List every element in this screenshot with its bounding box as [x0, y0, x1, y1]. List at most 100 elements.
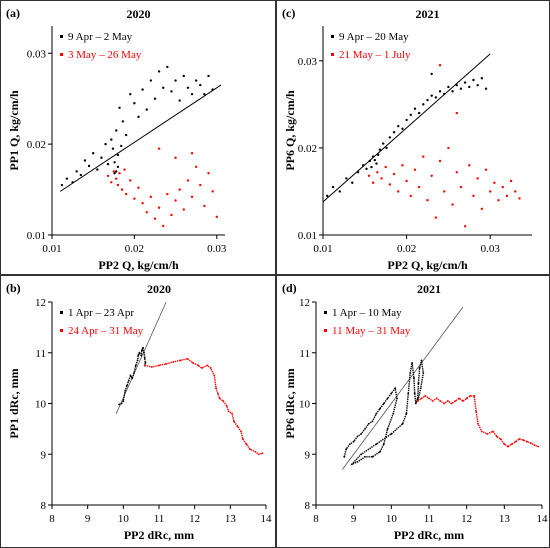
legend-label: 9 Apr – 20 May [339, 31, 409, 43]
data-point [120, 188, 124, 191]
data-point [227, 410, 230, 413]
data-point [115, 177, 118, 180]
data-point [116, 183, 120, 187]
data-point [510, 443, 513, 445]
data-point [435, 397, 438, 400]
legend-marker [60, 53, 63, 56]
data-point [392, 412, 395, 415]
data-point [390, 392, 393, 395]
data-point [236, 425, 239, 428]
data-point [451, 90, 454, 93]
data-point [104, 142, 107, 146]
data-point [382, 443, 385, 445]
y-tick-label: 11 [35, 348, 46, 360]
legend-label: 9 Apr – 2 May [68, 31, 133, 43]
data-point [424, 394, 427, 397]
data-point [537, 445, 540, 448]
data-point [222, 400, 225, 402]
data-point [134, 364, 137, 367]
data-point [469, 394, 472, 397]
data-point [254, 450, 257, 453]
chart-panel-2: 0.01 0.02 0.03 0.01 0.02 0.03 (c) 2021 PP2 Q, kg… [276, 0, 550, 275]
data-point [422, 155, 425, 158]
data-point [407, 392, 410, 395]
x-tick-label: 0.01 [313, 243, 332, 255]
legend-marker [331, 53, 334, 56]
panel-label: (b) [6, 281, 21, 295]
y-tick-label: 12 [299, 297, 310, 309]
data-point [218, 397, 221, 400]
data-point [166, 65, 169, 69]
data-point [462, 400, 464, 402]
data-point [113, 161, 116, 164]
data-point [459, 87, 463, 90]
data-point [162, 224, 165, 228]
data-point [113, 172, 116, 175]
data-point [371, 155, 375, 158]
data-point [91, 152, 95, 155]
data-point [140, 349, 143, 352]
data-point [215, 215, 218, 219]
data-point [225, 405, 228, 407]
data-point [136, 359, 139, 362]
x-tick-label: 9 [351, 513, 357, 525]
data-point [367, 422, 370, 425]
data-point [121, 120, 125, 123]
data-point [140, 354, 143, 357]
data-point [124, 389, 127, 392]
data-point [106, 162, 110, 166]
x-tick-label: 8 [49, 513, 55, 525]
y-tick-label: 12 [35, 297, 46, 309]
data-point [186, 86, 190, 89]
y-tick-label: 0.03 [27, 48, 47, 60]
data-point [409, 372, 412, 374]
legend-marker [331, 35, 334, 38]
x-tick-label: 0.02 [125, 243, 144, 255]
data-point [458, 397, 461, 400]
data-point [475, 410, 477, 413]
data-point [194, 165, 198, 169]
data-point [394, 387, 396, 390]
data-point [370, 165, 373, 169]
data-point [124, 133, 128, 137]
legend-label: 11 May – 31 May [332, 325, 411, 337]
data-point [349, 443, 351, 445]
legend-label: 24 Apr – 31 May [68, 325, 144, 337]
data-point [409, 194, 412, 198]
data-point [129, 374, 132, 377]
data-point [434, 96, 438, 99]
data-point [428, 397, 430, 400]
data-point [499, 438, 502, 440]
data-point [533, 444, 536, 447]
data-point [360, 433, 363, 435]
data-point [110, 138, 113, 141]
data-point [145, 108, 148, 111]
data-point [211, 190, 214, 193]
data-point [418, 367, 421, 369]
x-axis-label: PP2 dRc, mm [124, 528, 194, 542]
chart-panel-3: 8 9 10 11 12 13 14 8 9 10 11 12 (b) 2020 PP2 dRc, mm PP… [0, 275, 276, 548]
data-point [150, 366, 153, 368]
x-tick-label: 9 [85, 513, 91, 525]
data-point [137, 115, 140, 119]
data-point [178, 99, 181, 102]
data-point [206, 364, 209, 367]
data-point [443, 92, 446, 96]
data-point [465, 397, 468, 400]
y-tick-label: 10 [35, 399, 47, 411]
data-point [124, 192, 128, 196]
data-point [509, 179, 513, 183]
data-point [378, 148, 382, 151]
data-point [215, 387, 217, 390]
data-point [118, 403, 120, 406]
x-axis-label: PP2 Q, kg/cm/h [387, 258, 468, 272]
data-point [96, 168, 99, 171]
x-tick-label: 13 [499, 513, 511, 525]
data-point [455, 171, 458, 174]
y-tick-label: 0.03 [298, 56, 318, 68]
x-tick-label: 0.03 [481, 243, 501, 255]
data-point [371, 420, 374, 423]
data-point [446, 400, 449, 402]
data-point [118, 172, 121, 175]
data-point [451, 203, 454, 206]
